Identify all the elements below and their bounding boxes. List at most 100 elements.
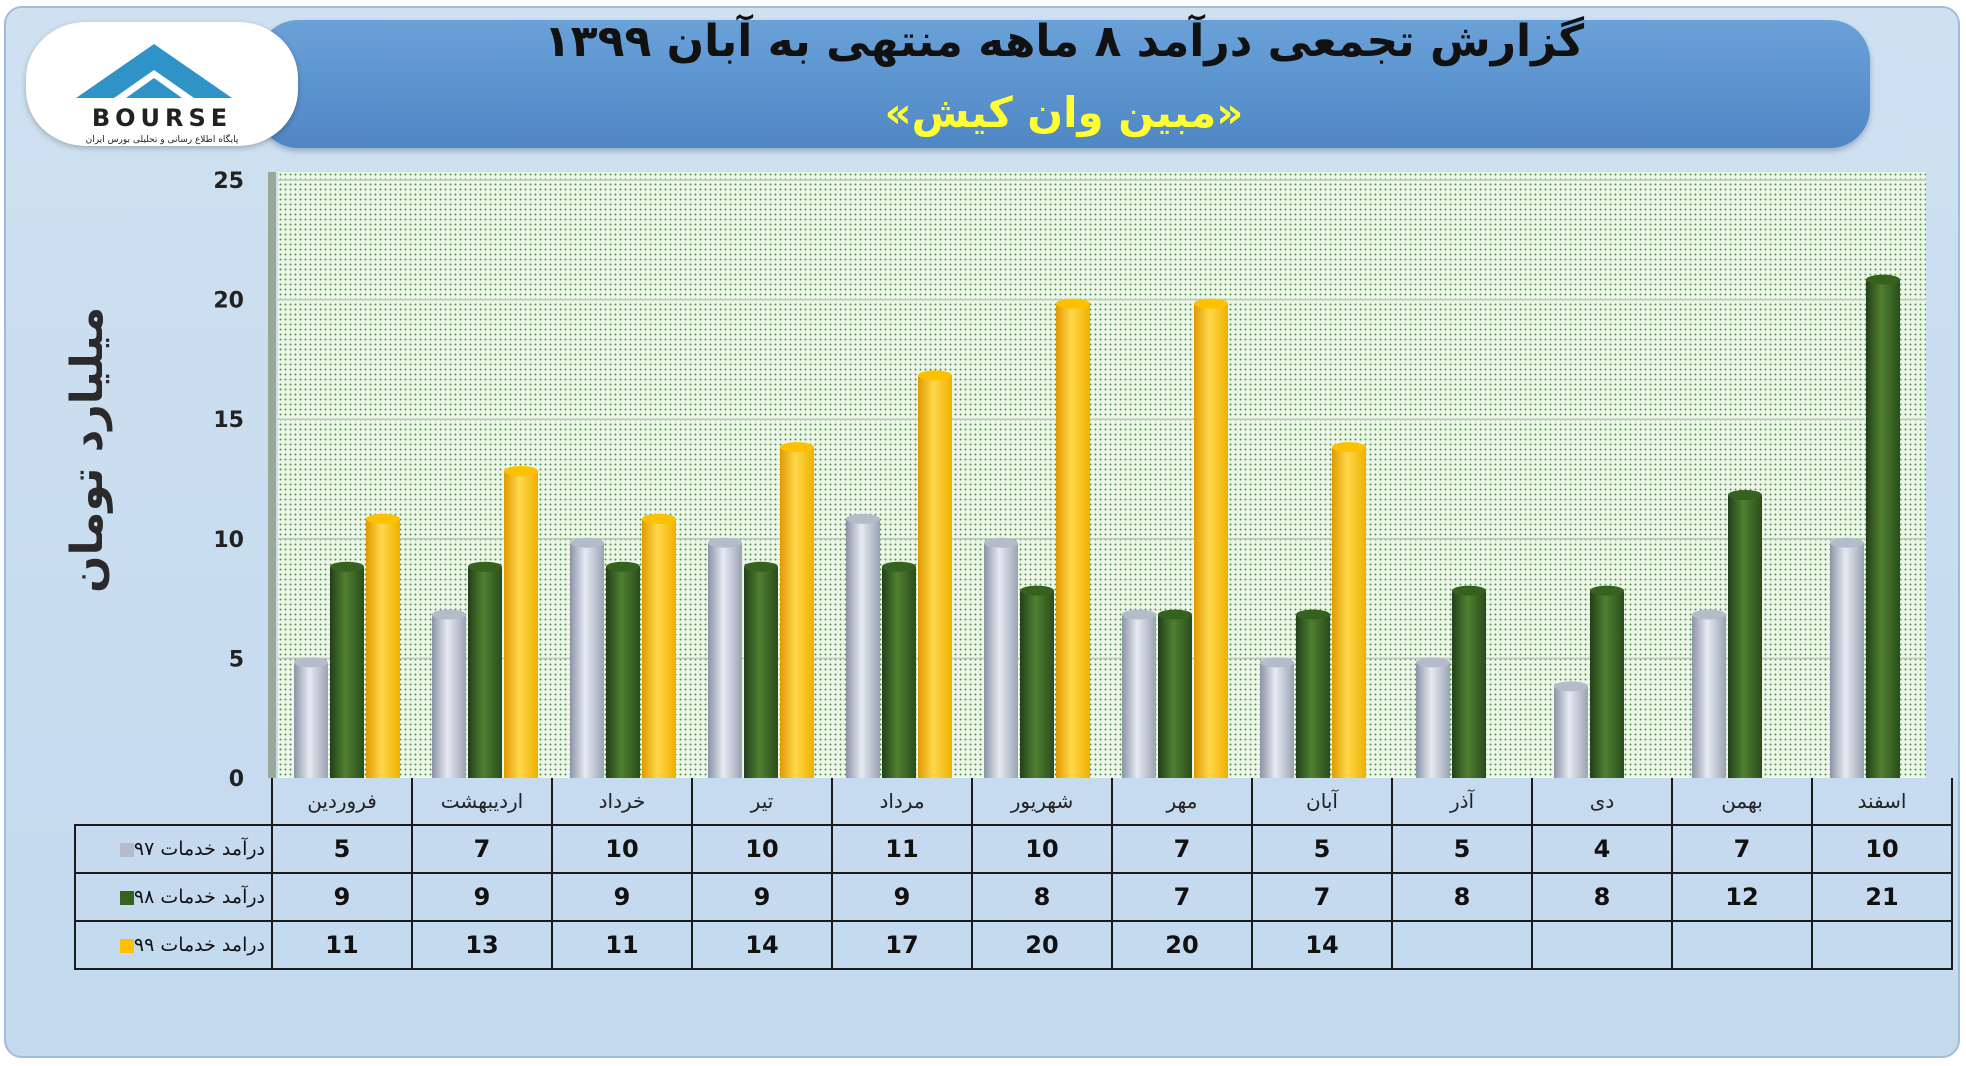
bar-cap — [1452, 585, 1486, 596]
logo-tagline: پایگاه اطلاع رسانی و تحلیلی بورس ایران — [86, 133, 239, 145]
table-cell: 20 — [1111, 920, 1253, 970]
bar-cap — [1830, 537, 1864, 548]
bar-cap — [1260, 657, 1294, 668]
bar — [570, 542, 604, 778]
category-label: شهریور — [971, 778, 1113, 826]
table-cell: 11 — [271, 920, 413, 970]
bar-cap — [642, 513, 676, 524]
table-cell — [1811, 920, 1953, 970]
category-label: مهر — [1111, 778, 1253, 826]
table-row: درآمد خدمات ۹۸ 9 9 9 9 9 8 7 7 8 8 12 21 — [74, 872, 1953, 922]
series-name: درامد خدمات ۹۹ — [133, 934, 265, 956]
bar — [1590, 590, 1624, 778]
bar — [504, 471, 538, 778]
table-cell: 20 — [971, 920, 1113, 970]
bar-cap — [1590, 585, 1624, 596]
bar-cap — [366, 513, 400, 524]
y-tick-label: 20 — [213, 289, 244, 314]
bar-cap — [330, 561, 364, 572]
table-cell: 7 — [411, 824, 553, 874]
bar-cap — [1122, 609, 1156, 620]
y-tick-label: 5 — [229, 647, 244, 672]
legend-swatch — [119, 938, 134, 953]
category-label: فروردین — [271, 778, 413, 826]
category-label: مرداد — [831, 778, 973, 826]
bar — [1296, 614, 1330, 778]
table-cell: 9 — [551, 872, 693, 922]
bar-cap — [294, 657, 328, 668]
bar-cap — [1866, 274, 1900, 285]
table-cell: 14 — [691, 920, 833, 970]
legend-swatch — [119, 842, 134, 857]
bar — [1866, 279, 1900, 778]
bar — [780, 447, 814, 778]
y-tick-label: 15 — [213, 408, 244, 433]
table-cell: 10 — [971, 824, 1113, 874]
bar — [708, 542, 742, 778]
category-label: بهمن — [1671, 778, 1813, 826]
table-cell: 10 — [691, 824, 833, 874]
bar — [330, 566, 364, 778]
bar — [1260, 662, 1294, 778]
bar — [846, 518, 880, 778]
chart-subtitle: «مبین وان کیش» — [884, 88, 1244, 137]
bar-cap — [606, 561, 640, 572]
table-cell: 12 — [1671, 872, 1813, 922]
bar — [1056, 303, 1090, 778]
table-row: درامد خدمات ۹۹ 11 13 11 14 17 20 20 14 — [74, 920, 1953, 970]
bar-cap — [570, 537, 604, 548]
table-cell: 8 — [1391, 872, 1533, 922]
bar — [432, 614, 466, 778]
bar — [294, 662, 328, 778]
table-corner — [75, 778, 272, 825]
category-label: تیر — [691, 778, 833, 826]
bar-cap — [708, 537, 742, 548]
category-label: اردیبهشت — [411, 778, 553, 826]
bar — [744, 566, 778, 778]
table-cell: 9 — [271, 872, 413, 922]
bar-cap — [1296, 609, 1330, 620]
bar — [1728, 494, 1762, 778]
legend-swatch — [119, 890, 134, 905]
bar-cap — [1056, 298, 1090, 309]
title-banner — [258, 20, 1870, 148]
bar-cap — [984, 537, 1018, 548]
table-cell: 4 — [1531, 824, 1673, 874]
y-tick-label: 0 — [229, 767, 244, 792]
logo-wordmark: BOURSE — [92, 104, 232, 132]
bar-cap — [504, 466, 538, 477]
bar-cap — [1158, 609, 1192, 620]
y-tick-label: 10 — [213, 528, 244, 553]
bar — [1416, 662, 1450, 778]
bar — [366, 518, 400, 778]
table-cell: 9 — [831, 872, 973, 922]
table-header-row: فروردین اردیبهشت خرداد تیر مرداد شهریور مهر آبا… — [75, 778, 1953, 826]
bar — [918, 375, 952, 778]
table-cell: 21 — [1811, 872, 1953, 922]
category-label: دی — [1531, 778, 1673, 826]
bar — [1830, 542, 1864, 778]
bar-cap — [432, 609, 466, 620]
category-label: آبان — [1251, 778, 1393, 826]
category-label: خرداد — [551, 778, 693, 826]
category-label: آذر — [1391, 778, 1533, 826]
table-cell — [1531, 920, 1673, 970]
bar — [984, 542, 1018, 778]
table-cell: 9 — [691, 872, 833, 922]
bar-cap — [1728, 489, 1762, 500]
table-cell: 8 — [1531, 872, 1673, 922]
bar-cap — [846, 513, 880, 524]
bar — [1194, 303, 1228, 778]
table-row: درآمد خدمات ۹۷ 5 7 10 10 11 10 7 5 5 4 7 10 — [74, 824, 1953, 874]
table-cell: 10 — [1811, 824, 1953, 874]
bar — [1332, 447, 1366, 778]
series-label: درامد خدمات ۹۹ — [74, 920, 273, 970]
table-cell: 7 — [1251, 872, 1393, 922]
table-cell: 8 — [971, 872, 1113, 922]
table-cell: 17 — [831, 920, 973, 970]
data-table: فروردین اردیبهشت خرداد تیر مرداد شهریور مهر آبا… — [74, 778, 1953, 970]
table-cell: 14 — [1251, 920, 1393, 970]
bar-cap — [744, 561, 778, 572]
